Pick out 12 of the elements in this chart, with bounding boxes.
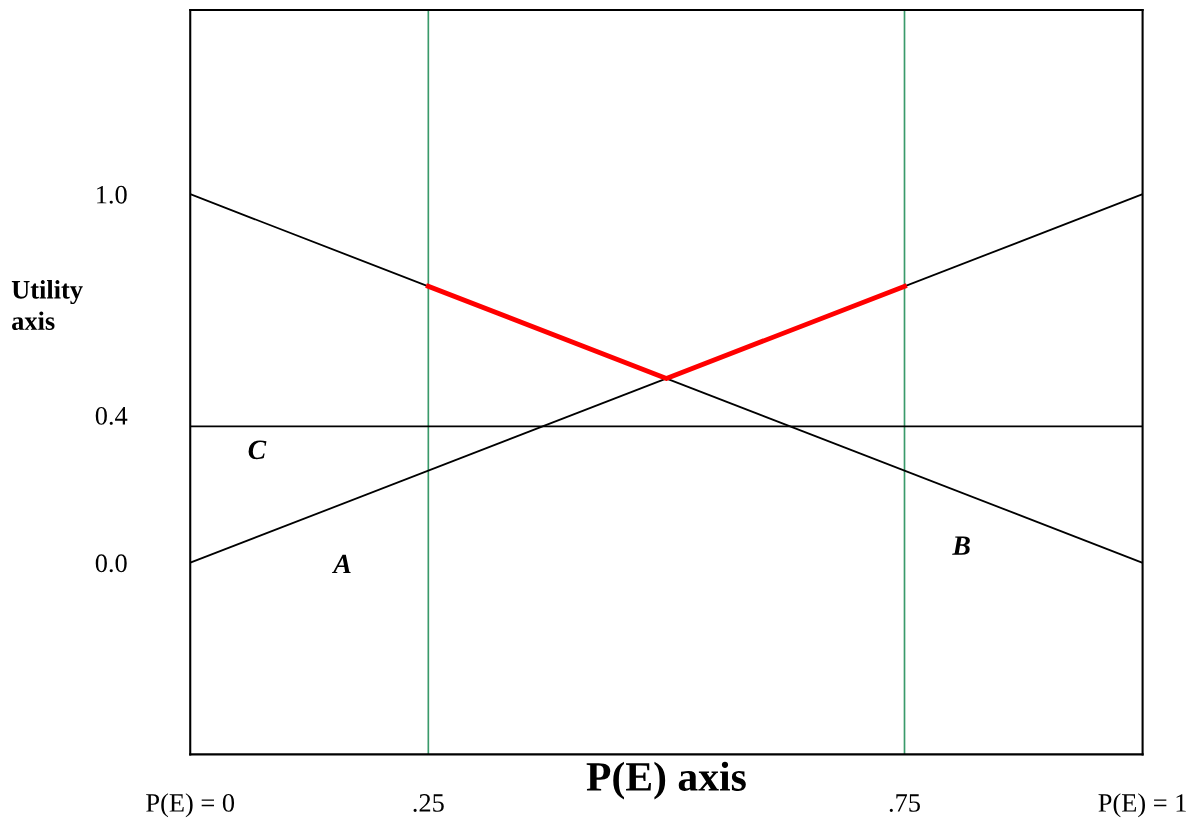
x-axis-title: P(E) axis [586,761,746,800]
y-tick-label: 0.4 [95,406,128,425]
series-label: C [248,440,267,460]
y-tick-label: 1.0 [97,185,127,204]
series-label: B [952,536,970,555]
x-tick-label: .75 [889,794,920,812]
x-tick-label: P(E) = 1 [1098,793,1186,818]
x-tick-label: P(E) = 0 [146,793,235,818]
y-tick-label: 0.0 [95,554,127,573]
y-axis-title: Utility axis [11,280,83,330]
series-label: A [331,554,351,574]
x-tick-label: .25 [413,794,444,812]
